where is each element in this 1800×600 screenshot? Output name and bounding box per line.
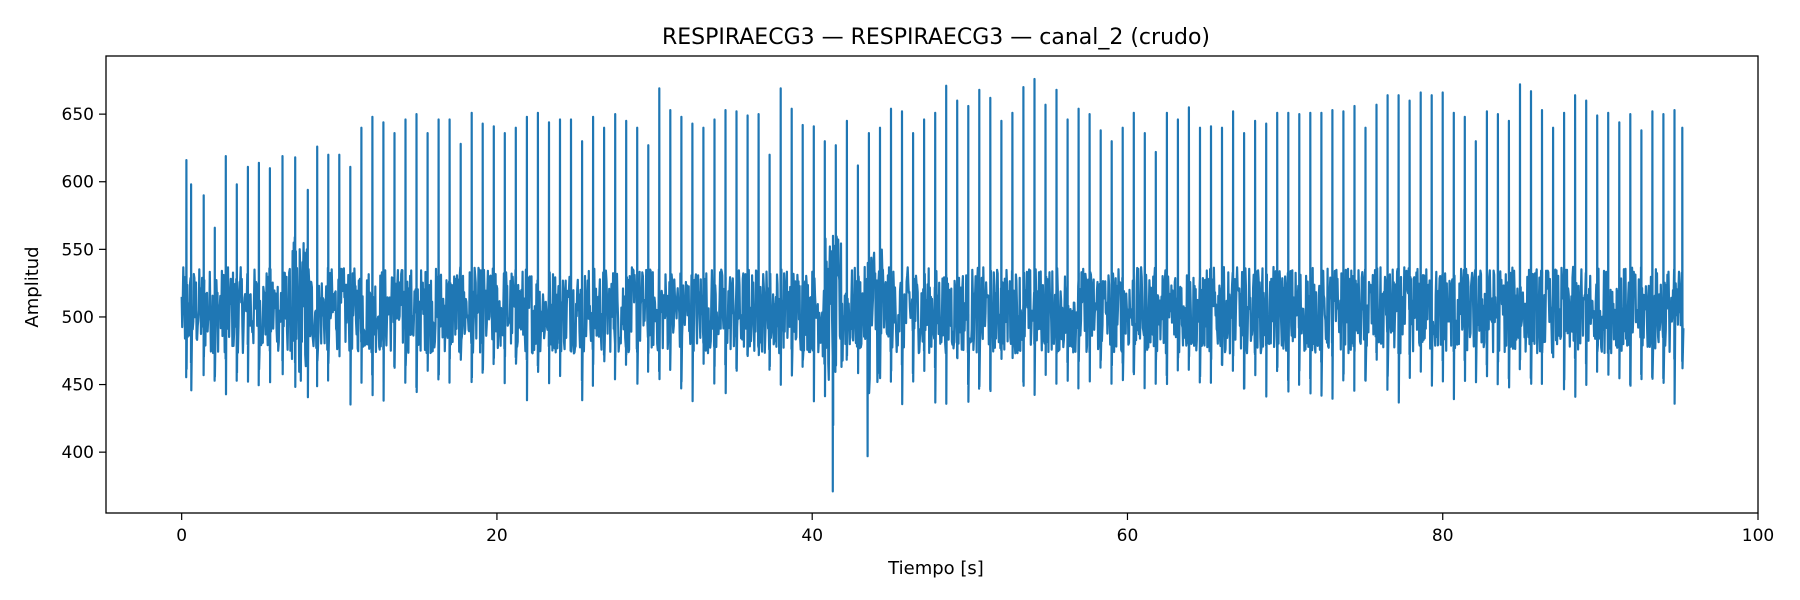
y-tick-label: 650 [62,105,94,125]
x-axis-label: Tiempo [s] [887,558,984,579]
y-tick-label: 550 [62,240,94,260]
y-tick-label: 400 [62,443,94,463]
x-tick-label: 20 [486,526,508,546]
plot-frame [105,55,1759,514]
x-tick-label: 80 [1432,526,1454,546]
y-axis: 400 450 500 550 600 650 [62,105,106,463]
x-tick-label: 100 [1742,526,1774,546]
x-tick-label: 40 [801,526,823,546]
y-tick-label: 450 [62,376,94,396]
x-tick-label: 0 [176,526,187,546]
x-axis: 0 20 40 60 80 100 [176,513,1774,546]
plot-area [105,55,1759,514]
series-line [180,77,1685,493]
y-tick-label: 500 [62,308,94,328]
chart-title: RESPIRAECG3 — RESPIRAECG3 — canal_2 (cru… [662,25,1210,50]
y-axis-label: Amplitud [22,246,43,327]
y-tick-label: 600 [62,173,94,193]
x-tick-label: 60 [1117,526,1139,546]
